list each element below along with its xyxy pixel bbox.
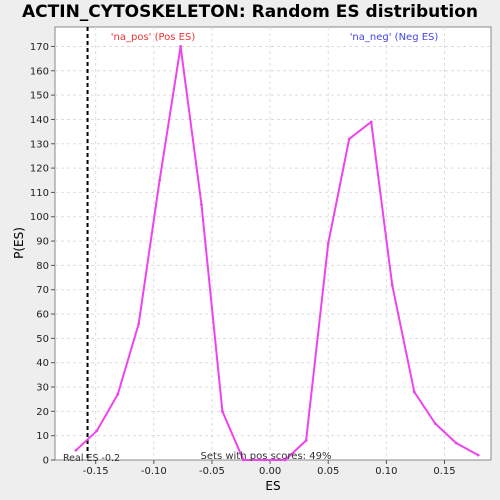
data-point: [179, 45, 182, 48]
x-tick-label: 0.00: [259, 466, 281, 477]
data-point: [454, 441, 458, 445]
data-point: [137, 322, 141, 326]
series-line: [75, 45, 479, 461]
pos-es-label: 'na_pos' (Pos ES): [111, 32, 196, 43]
x-tick-label: 0.10: [375, 466, 397, 477]
data-point: [262, 458, 266, 462]
y-tick-label: 0: [43, 456, 49, 467]
y-tick-label: 20: [36, 407, 49, 418]
data-point: [241, 458, 245, 462]
y-tick-label: 100: [30, 212, 49, 223]
x-tick-label: 0.05: [317, 466, 339, 477]
y-tick-label: 90: [36, 237, 49, 248]
y-tick-label: 110: [30, 188, 49, 199]
data-point: [158, 178, 162, 182]
y-tick-label: 80: [36, 261, 49, 272]
data-point: [326, 242, 330, 245]
data-point: [116, 392, 120, 396]
x-axis-label: ES: [265, 479, 280, 493]
data-point: [369, 120, 373, 124]
data-point: [200, 203, 203, 206]
y-tick-label: 60: [36, 310, 49, 321]
y-tick-label: 30: [36, 383, 49, 394]
y-tick-label: 160: [30, 66, 49, 77]
y-tick-label: 10: [36, 431, 49, 442]
plot-area: [54, 26, 492, 461]
y-tick-label: 40: [36, 358, 49, 369]
chart-title: ACTIN_CYTOSKELETON: Random ES distributi…: [22, 2, 478, 22]
sets-pos-scores-label: Sets with pos scores: 49%: [201, 451, 332, 462]
x-tick-label: -0.05: [199, 466, 225, 477]
data-point: [221, 409, 224, 413]
y-tick-label: 70: [36, 285, 49, 296]
x-tick-label: -0.15: [83, 466, 109, 477]
data-point: [283, 458, 287, 462]
axis-layer: 0 10 20 30 40 50 60 70 80 90 100 110 120 130 140 150 160…: [30, 42, 456, 477]
x-tick-label: -0.10: [141, 466, 167, 477]
data-point: [390, 283, 394, 287]
data-point: [412, 390, 416, 394]
y-tick-label: 150: [30, 91, 49, 102]
data-point: [347, 137, 351, 141]
series-layer: [74, 45, 480, 462]
data-point: [304, 439, 308, 442]
y-tick-label: 140: [30, 115, 49, 126]
y-tick-label: 170: [30, 42, 49, 53]
real-es-label: Real ES -0.2: [63, 453, 120, 464]
data-point: [74, 448, 78, 452]
y-axis-label: P(ES): [12, 227, 26, 259]
data-point: [433, 422, 437, 425]
data-point: [476, 453, 480, 457]
y-tick-label: 130: [30, 139, 49, 150]
data-point: [95, 429, 99, 433]
neg-es-label: 'na_neg' (Neg ES): [350, 32, 439, 43]
x-tick-label: 0.15: [433, 466, 455, 477]
y-tick-label: 50: [36, 334, 49, 345]
y-tick-label: 120: [30, 164, 49, 175]
